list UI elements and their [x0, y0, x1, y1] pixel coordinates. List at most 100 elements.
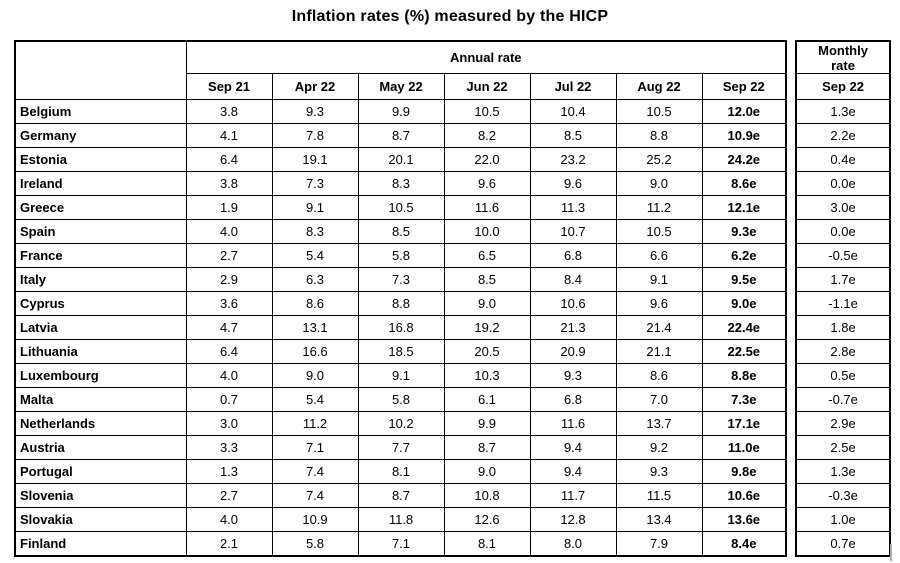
annual-value-cell: 13.4 — [615, 507, 703, 532]
annual-value-cell: 10.6e — [701, 483, 787, 508]
annual-value-cell: 18.5 — [357, 339, 445, 364]
annual-value-cell: 9.0e — [701, 291, 787, 316]
table-row: Ireland 3.8 7.3 8.3 9.6 9.6 9.0 8.6e — [14, 171, 787, 196]
annual-value-cell: 9.9 — [443, 411, 531, 436]
monthly-value-cell: 1.0e — [795, 507, 891, 532]
table-row: Luxembourg 4.0 9.0 9.1 10.3 9.3 8.6 8.8e — [14, 363, 787, 388]
country-cell: Malta — [14, 387, 187, 412]
month-header-may22: May 22 — [357, 73, 445, 100]
annual-value-cell: 7.3 — [271, 171, 359, 196]
table-row: 3.0e — [795, 195, 891, 220]
annual-value-cell: 10.2 — [357, 411, 445, 436]
month-header-aug22: Aug 22 — [615, 73, 703, 100]
annual-value-cell: 7.4 — [271, 459, 359, 484]
annual-value-cell: 8.4 — [529, 267, 617, 292]
annual-value-cell: 6.8 — [529, 243, 617, 268]
annual-value-cell: 16.8 — [357, 315, 445, 340]
table-row: 2.9e — [795, 411, 891, 436]
table-row: 0.0e — [795, 219, 891, 244]
country-cell: Slovakia — [14, 507, 187, 532]
country-cell: Finland — [14, 531, 187, 556]
table-row: Germany 4.1 7.8 8.7 8.2 8.5 8.8 10.9e — [14, 123, 787, 148]
table-row: 0.0e — [795, 171, 891, 196]
annual-value-cell: 8.7 — [443, 435, 531, 460]
annual-value-cell: 9.4 — [529, 435, 617, 460]
annual-value-cell: 5.8 — [271, 531, 359, 556]
annual-value-cell: 11.0e — [701, 435, 787, 460]
annual-value-cell: 10.0 — [443, 219, 531, 244]
annual-value-cell: 9.0 — [615, 171, 703, 196]
annual-value-cell: 20.1 — [357, 147, 445, 172]
monthly-value-cell: -1.1e — [795, 291, 891, 316]
table-row: 0.5e — [795, 363, 891, 388]
month-header-row: Sep 21 Apr 22 May 22 Jun 22 Jul 22 Aug 2… — [15, 73, 787, 100]
table-row: 1.7e — [795, 267, 891, 292]
table-row: Austria 3.3 7.1 7.7 8.7 9.4 9.2 11.0e — [14, 435, 787, 460]
annual-value-cell: 9.6 — [529, 171, 617, 196]
table-row: Slovakia 4.0 10.9 11.8 12.6 12.8 13.4 13.6e — [14, 507, 787, 532]
monthly-value-cell: 0.0e — [795, 171, 891, 196]
month-header-apr22: Apr 22 — [271, 73, 359, 100]
annual-value-cell: 8.0 — [529, 531, 617, 556]
annual-value-cell: 3.3 — [185, 435, 273, 460]
annual-value-cell: 24.2e — [701, 147, 787, 172]
annual-value-cell: 9.0 — [443, 291, 531, 316]
annual-value-cell: 2.1 — [185, 531, 273, 556]
annual-value-cell: 25.2 — [615, 147, 703, 172]
annual-value-cell: 6.2e — [701, 243, 787, 268]
annual-value-cell: 10.5 — [615, 219, 703, 244]
monthly-value-cell: 1.3e — [795, 459, 891, 484]
table-row: 1.3e — [795, 459, 891, 484]
country-cell: Germany — [14, 123, 187, 148]
annual-value-cell: 16.6 — [271, 339, 359, 364]
monthly-value-cell: 0.0e — [795, 219, 891, 244]
annual-value-cell: 21.4 — [615, 315, 703, 340]
annual-value-cell: 9.9 — [357, 99, 445, 124]
annual-value-cell: 9.0 — [443, 459, 531, 484]
annual-value-cell: 10.9 — [271, 507, 359, 532]
monthly-header-row: Monthly rate — [795, 40, 891, 74]
annual-value-cell: 8.6 — [615, 363, 703, 388]
annual-value-cell: 7.1 — [357, 531, 445, 556]
annual-value-cell: 8.8 — [615, 123, 703, 148]
table-row: Lithuania 6.4 16.6 18.5 20.5 20.9 21.1 22.5e — [14, 339, 787, 364]
annual-value-cell: 9.5e — [701, 267, 787, 292]
annual-value-cell: 9.8e — [701, 459, 787, 484]
annual-value-cell: 0.7 — [185, 387, 273, 412]
annual-value-cell: 10.5 — [443, 99, 531, 124]
annual-value-cell: 6.5 — [443, 243, 531, 268]
annual-value-cell: 17.1e — [701, 411, 787, 436]
annual-value-cell: 4.1 — [185, 123, 273, 148]
annual-value-cell: 13.1 — [271, 315, 359, 340]
annual-value-cell: 22.0 — [443, 147, 531, 172]
annual-value-cell: 9.3 — [529, 363, 617, 388]
annual-value-cell: 9.6 — [443, 171, 531, 196]
annual-value-cell: 7.3 — [357, 267, 445, 292]
table-row: Estonia 6.4 19.1 20.1 22.0 23.2 25.2 24.2e — [14, 147, 787, 172]
annual-value-cell: 1.3 — [185, 459, 273, 484]
table-row: 0.7e — [795, 531, 891, 556]
annual-value-cell: 13.6e — [701, 507, 787, 532]
annual-value-cell: 8.8 — [357, 291, 445, 316]
table-row: 1.8e — [795, 315, 891, 340]
annual-value-cell: 7.1 — [271, 435, 359, 460]
annual-value-cell: 4.7 — [185, 315, 273, 340]
annual-value-cell: 2.7 — [185, 483, 273, 508]
country-cell: Estonia — [14, 147, 187, 172]
monthly-rate-table: Monthly rate Sep 22 1.3e 2.2e 0.4e 0.0e 3.0e… — [795, 40, 892, 557]
annual-value-cell: 5.8 — [357, 243, 445, 268]
monthly-value-cell: -0.3e — [795, 483, 891, 508]
annual-value-cell: 12.8 — [529, 507, 617, 532]
tables-container: Annual rate Sep 21 Apr 22 May 22 Jun 22 … — [14, 40, 900, 557]
annual-value-cell: 8.1 — [357, 459, 445, 484]
annual-value-cell: 9.3 — [271, 99, 359, 124]
table-row: -0.3e — [795, 483, 891, 508]
table-row: -0.5e — [795, 243, 891, 268]
annual-value-cell: 10.6 — [529, 291, 617, 316]
country-cell: Italy — [14, 267, 187, 292]
annual-value-cell: 6.1 — [443, 387, 531, 412]
monthly-value-cell: -0.5e — [795, 243, 891, 268]
page-title: Inflation rates (%) measured by the HICP — [291, 8, 609, 25]
annual-value-cell: 6.4 — [185, 339, 273, 364]
country-cell: France — [14, 243, 187, 268]
